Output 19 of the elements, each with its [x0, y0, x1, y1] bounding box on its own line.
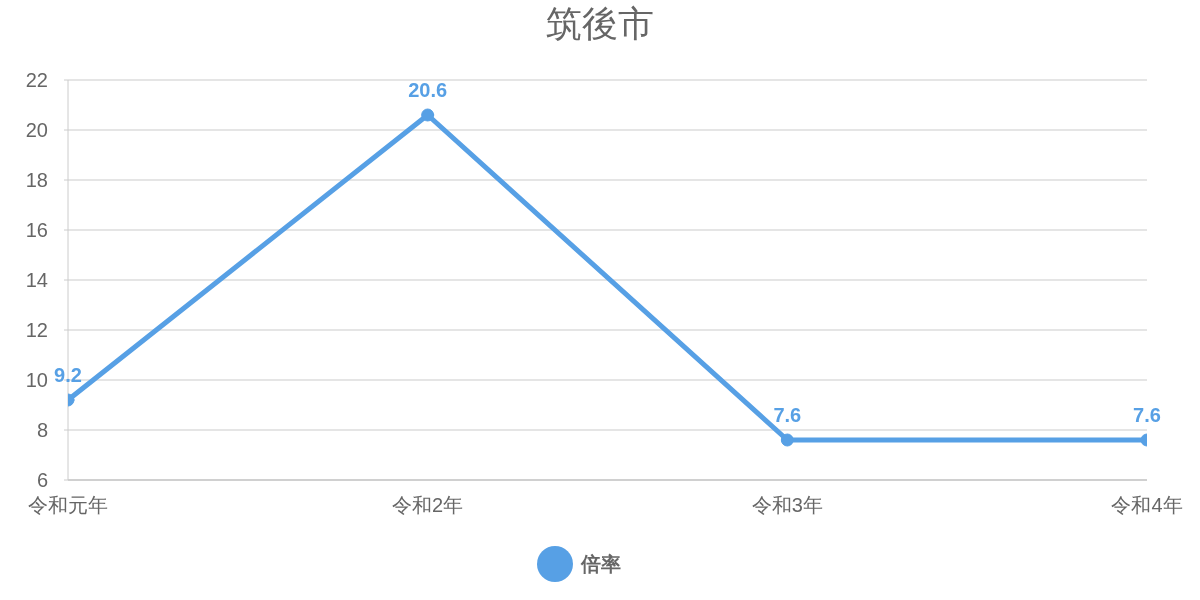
legend-label: 倍率	[580, 551, 621, 577]
chart-title: 筑後市	[545, 3, 655, 46]
data-label: 9.2	[54, 364, 82, 386]
x-tick-label: 令和3年	[751, 494, 823, 517]
y-tick-label: 12	[25, 319, 48, 342]
y-tick-label: 10	[25, 369, 48, 392]
data-label: 7.6	[773, 404, 802, 426]
x-tick-label: 令和元年	[28, 494, 108, 517]
y-tick-label: 18	[25, 169, 48, 192]
y-tick-label: 20	[25, 119, 48, 142]
data-label: 7.6	[1133, 404, 1161, 426]
x-tick-label: 令和2年	[392, 494, 464, 517]
data-label: 20.6	[408, 79, 448, 101]
y-tick-label: 14	[25, 269, 48, 292]
y-tick-label: 6	[36, 469, 48, 492]
x-tick-label: 令和4年	[1111, 494, 1183, 517]
y-tick-label: 22	[25, 69, 48, 92]
y-tick-label: 16	[25, 219, 48, 242]
y-tick-label: 8	[36, 419, 48, 442]
